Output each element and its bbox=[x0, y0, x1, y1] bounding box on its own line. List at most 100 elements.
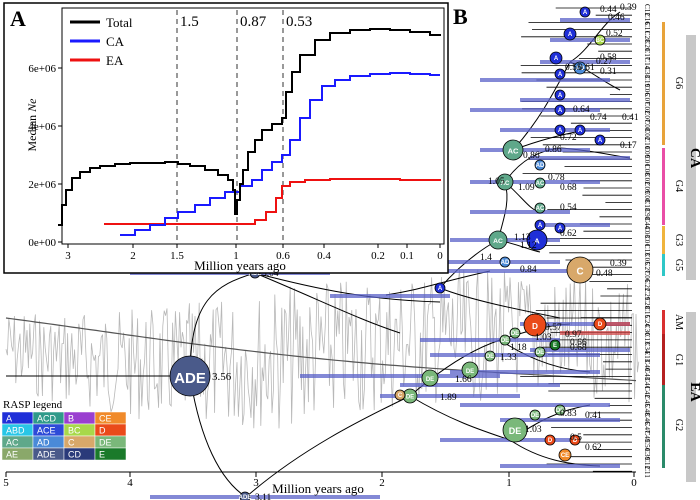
tip-label: C08 bbox=[643, 164, 651, 176]
tip-label: C22 bbox=[643, 279, 651, 291]
ancestral-node-label: BC bbox=[596, 38, 605, 44]
tip-label: C02 bbox=[643, 102, 651, 114]
tip-label: C11 bbox=[643, 22, 651, 34]
group-label-g3: G3 bbox=[673, 234, 684, 246]
tip-label: C06 bbox=[643, 84, 651, 96]
tip-label: C50 bbox=[643, 439, 651, 451]
panel-a-label: A bbox=[10, 6, 26, 31]
tip-label: C15 bbox=[643, 306, 651, 318]
legend-label-ea: EA bbox=[106, 53, 124, 68]
tip-label: C05 bbox=[643, 253, 651, 265]
tip-label: C09 bbox=[643, 146, 651, 158]
node-age-label: 0.58 bbox=[600, 53, 617, 63]
ancestral-node-de bbox=[499, 334, 511, 346]
node-age-label: 0.17 bbox=[620, 141, 637, 151]
clade-bar-ca bbox=[686, 35, 696, 280]
node-age-label: 1.66 bbox=[455, 375, 472, 385]
panel-b-x-label: Million years ago bbox=[272, 481, 364, 496]
ancestral-node-de bbox=[421, 369, 439, 387]
node-age-label: 0.84 bbox=[520, 265, 537, 275]
ancestral-node-d bbox=[569, 434, 581, 446]
node-age-label: 0.62 bbox=[585, 443, 602, 453]
tip-label: C10 bbox=[643, 137, 651, 149]
ancestral-node-label: DE bbox=[511, 331, 519, 337]
ancestral-node-label: CE bbox=[561, 453, 569, 459]
ancestral-node-label: A bbox=[598, 138, 603, 144]
panel-a-x-tick-label: 3 bbox=[65, 250, 71, 262]
rasp-swatch-label: ACE bbox=[37, 426, 56, 436]
tip-label: C49 bbox=[643, 431, 651, 443]
node-age-label: 0.83 bbox=[560, 409, 577, 419]
tip-label: C39 bbox=[643, 448, 651, 460]
tree-branch bbox=[409, 395, 511, 441]
group-label-g2: G2 bbox=[673, 419, 684, 431]
ancestral-area-nodes: ADEADEACEAACAACACCAAABCADAAAAAAADACACAAA… bbox=[169, 3, 639, 500]
panel-b-x-tick-label: 0 bbox=[631, 477, 637, 489]
tip-label: C02 bbox=[643, 128, 651, 140]
ca-line bbox=[120, 72, 440, 236]
panel-b-x-tick-label: 1 bbox=[506, 477, 512, 489]
node-age-label: 0.66 bbox=[570, 338, 587, 348]
tip-label: C13 bbox=[643, 333, 651, 345]
rasp-swatch-label: C bbox=[68, 438, 75, 448]
panel-a-x-label: Million years ago bbox=[194, 258, 286, 273]
rasp-swatch-e bbox=[94, 447, 127, 461]
node-age-label: 0.41 bbox=[622, 113, 639, 123]
tip-label: C11 bbox=[643, 466, 651, 478]
ancestral-node-label: AD bbox=[536, 163, 545, 169]
panel-a-y-tick-label: 6e+06 bbox=[28, 63, 56, 75]
panel-a-legend: Total CA EA bbox=[70, 15, 133, 68]
clade-label-ca: CA bbox=[687, 148, 700, 169]
ancestral-node-a bbox=[554, 89, 566, 101]
tip-label: C34 bbox=[643, 342, 651, 354]
ancestral-node-label: C bbox=[398, 393, 403, 399]
panel-b-x-tick-label: 4 bbox=[127, 477, 133, 489]
panel-a-x-tick-label: 0.4 bbox=[317, 250, 331, 262]
node-age-label: 0.41 bbox=[585, 411, 602, 421]
node-age-label: 0.44 bbox=[600, 5, 617, 15]
rasp-swatch-label: D bbox=[99, 426, 106, 436]
tree-branch bbox=[189, 272, 256, 377]
tip-label: C07 bbox=[643, 93, 651, 105]
ancestral-node-label: ADE bbox=[174, 370, 206, 387]
node-age-label: 1.18 bbox=[510, 343, 527, 353]
clade-label-ea: EA bbox=[687, 382, 700, 402]
panel-a-x-tick-label: 0 bbox=[437, 250, 443, 262]
marker-label: 0.87 bbox=[240, 14, 267, 30]
rasp-legend-title: RASP legend bbox=[3, 399, 63, 411]
ancestral-node-c bbox=[566, 256, 594, 284]
marker-label: 1.5 bbox=[180, 14, 199, 30]
ancestral-node-label: D bbox=[548, 438, 553, 444]
ancestral-node-ce bbox=[558, 448, 572, 462]
tip-label: C33 bbox=[643, 66, 651, 78]
total-line bbox=[58, 28, 441, 226]
tip-label: C16 bbox=[643, 13, 651, 25]
node-age-label: 0.52 bbox=[606, 29, 623, 39]
ancestral-node-a bbox=[554, 124, 566, 136]
tip-label: C27 bbox=[643, 262, 651, 274]
ancestral-node-a bbox=[574, 124, 586, 136]
climate-trend-line bbox=[5, 317, 637, 382]
ancestral-node-label: D bbox=[573, 438, 578, 444]
node-age-label: 0.68 bbox=[560, 183, 577, 193]
ancestral-node-a bbox=[554, 222, 566, 234]
legend-label-ca: CA bbox=[106, 34, 125, 49]
ancestral-node-label: A bbox=[554, 56, 559, 62]
node-age-label: 0.62 bbox=[560, 229, 577, 239]
tip-label: C41 bbox=[643, 377, 651, 389]
ancestral-node-ac bbox=[488, 230, 508, 250]
group-bar-g6 bbox=[662, 22, 665, 145]
ancestral-node-label: A bbox=[578, 128, 583, 134]
ancestral-node-a bbox=[434, 282, 446, 294]
panel-a-x-tick-label: 0.1 bbox=[400, 250, 414, 262]
group-bar-g2 bbox=[662, 385, 665, 468]
node-age-label: 1.13 bbox=[514, 233, 531, 243]
legend-label-total: Total bbox=[106, 15, 133, 30]
tree-branch bbox=[512, 61, 571, 151]
panel-b-x-tick-label: 2 bbox=[379, 477, 385, 489]
ancestral-node-a bbox=[579, 6, 591, 18]
ancestral-node-ad bbox=[534, 159, 546, 171]
ancestral-node-a bbox=[534, 219, 546, 231]
